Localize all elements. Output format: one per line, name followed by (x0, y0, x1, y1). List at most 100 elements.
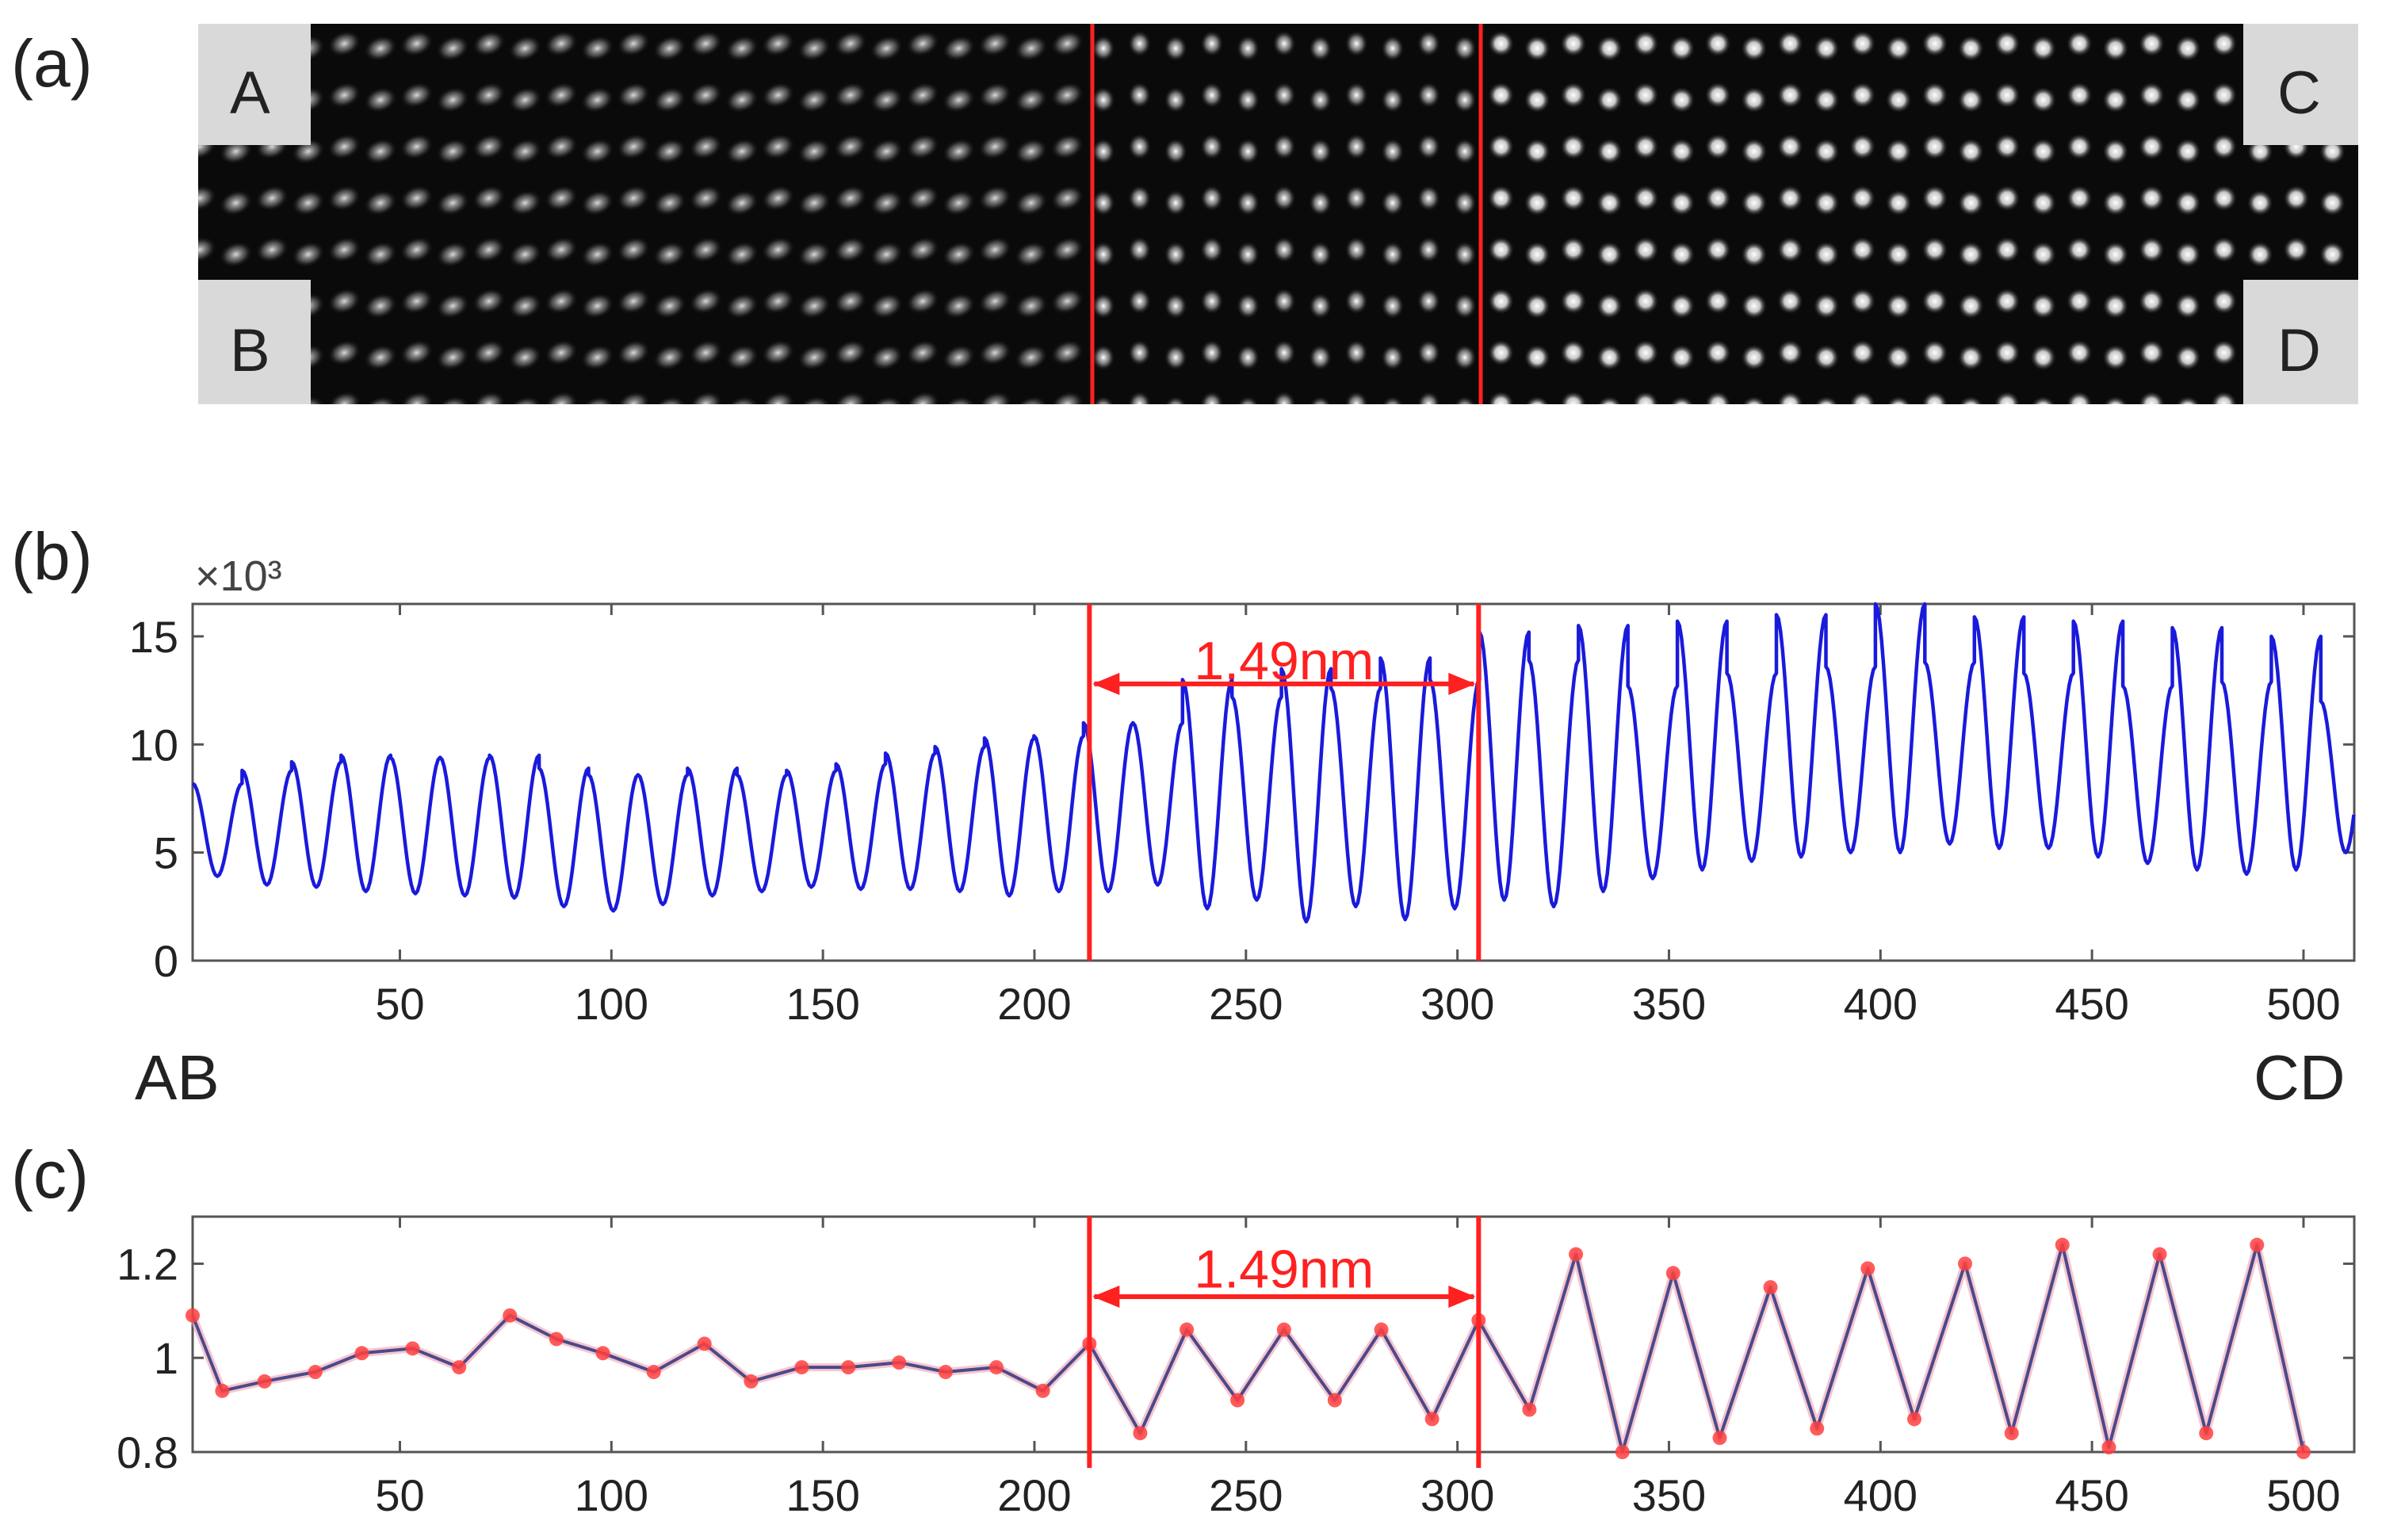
atom-column (1236, 189, 1260, 216)
atom-column (1596, 292, 1623, 319)
atom-column (1885, 396, 1913, 404)
atom-column (1417, 30, 1441, 57)
atom-column (2210, 391, 2238, 404)
atom-column (1957, 396, 1985, 404)
atom-column (2066, 82, 2093, 109)
b-y-tick-label: 0 (154, 936, 178, 986)
atom-column (2210, 339, 2238, 366)
atom-column (905, 288, 940, 315)
b-arrow-head-right (1448, 672, 1476, 695)
b-y-tick-label: 5 (154, 828, 178, 878)
atom-column (1014, 344, 1049, 371)
atom-column (942, 86, 976, 113)
atom-column (1921, 133, 1948, 160)
atom-column (1127, 185, 1152, 212)
atom-column (2066, 185, 2093, 212)
atom-column (1453, 138, 1477, 165)
atom-column (1596, 344, 1623, 371)
atom-column (1776, 288, 1804, 315)
c-data-point (2250, 1237, 2265, 1252)
c-data-point (1615, 1445, 1630, 1459)
atom-column (580, 35, 614, 62)
atom-column (761, 30, 795, 57)
atom-column (1236, 138, 1260, 165)
atom-column (580, 189, 614, 216)
atom-column (1272, 339, 1296, 366)
atom-column (1164, 344, 1188, 371)
atom-column (616, 339, 651, 366)
atom-column (1272, 133, 1296, 160)
atom-column (472, 391, 507, 404)
atom-column (1127, 288, 1152, 315)
atom-column (689, 30, 723, 57)
atom-column (508, 35, 542, 62)
atom-column (833, 185, 868, 212)
atom-column (2210, 30, 2238, 57)
atom-column (1849, 236, 1876, 263)
atom-column (435, 138, 470, 165)
atom-column (1308, 35, 1332, 62)
atom-column (689, 236, 723, 263)
atom-column (1596, 86, 1623, 113)
atom-column (1380, 35, 1405, 62)
atom-column (2174, 189, 2201, 216)
atom-column (2066, 339, 2093, 366)
atom-column (327, 185, 361, 212)
atom-column (1014, 35, 1049, 62)
atom-column (1921, 339, 1948, 366)
atom-column (1813, 189, 1840, 216)
atom-column (1524, 241, 1551, 268)
atom-column (1092, 189, 1115, 216)
atom-column (2174, 86, 2201, 113)
b-x-tick-label: 250 (1209, 979, 1283, 1029)
atom-column (1380, 138, 1405, 165)
c-y-tick-label: 1 (154, 1333, 178, 1383)
atom-column (2210, 82, 2238, 109)
atom-column (1014, 189, 1049, 216)
atom-column (508, 344, 542, 371)
atom-column (1308, 396, 1332, 404)
c-data-point (185, 1308, 200, 1323)
atom-column (435, 241, 470, 268)
atom-column (2101, 344, 2129, 371)
atom-column (1272, 288, 1296, 315)
c-data-point (1522, 1402, 1537, 1417)
atom-column (1453, 35, 1477, 62)
atom-column (1885, 241, 1913, 268)
atom-column (1453, 241, 1477, 268)
atom-column (1199, 236, 1224, 263)
atom-column (363, 35, 398, 62)
atom-column (797, 86, 832, 113)
atom-column (400, 288, 434, 315)
atom-column (1050, 288, 1084, 315)
atom-column (689, 185, 723, 212)
atom-column (1308, 138, 1332, 165)
c-data-point (1763, 1280, 1778, 1295)
atom-column (327, 82, 361, 109)
atom-column (2210, 236, 2238, 263)
atom-column (1524, 86, 1551, 113)
c-data-point (744, 1374, 759, 1389)
atom-column (1050, 185, 1084, 212)
atom-column (652, 138, 687, 165)
c-arrow-head-right (1448, 1285, 1476, 1308)
atom-column (1272, 236, 1296, 263)
c-data-point (988, 1360, 1004, 1375)
atom-column (1704, 288, 1732, 315)
atom-column (1704, 30, 1732, 57)
b-x-tick-label: 350 (1632, 979, 1706, 1029)
atom-column (1596, 138, 1623, 165)
atom-column (616, 288, 651, 315)
c-data-point (2004, 1426, 2019, 1441)
atom-column (1776, 236, 1804, 263)
end-label-ab: AB (135, 1042, 220, 1113)
atom-column (2029, 189, 2057, 216)
atom-column (1776, 391, 1804, 404)
atom-column (1559, 236, 1587, 263)
atom-column (1092, 35, 1115, 62)
atom-column (1596, 35, 1623, 62)
atom-column (942, 241, 976, 268)
atom-column (2138, 339, 2166, 366)
atom-column (1344, 288, 1369, 315)
